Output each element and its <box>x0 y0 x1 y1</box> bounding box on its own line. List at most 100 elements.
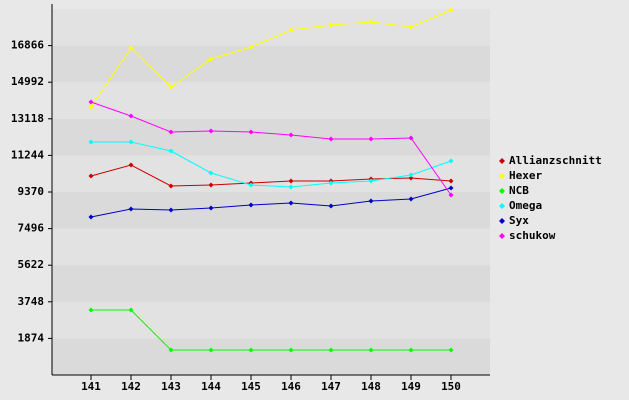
data-point <box>208 128 214 134</box>
data-point <box>168 207 174 213</box>
data-point <box>368 198 374 204</box>
y-tick-label: 16866 <box>11 39 44 52</box>
data-point <box>88 99 94 105</box>
x-tick-label: 149 <box>401 380 421 393</box>
data-point <box>208 205 214 211</box>
series-line <box>91 309 451 351</box>
data-point <box>248 347 254 353</box>
data-point <box>328 203 334 209</box>
x-tick-label: 145 <box>241 380 261 393</box>
data-point <box>88 104 94 110</box>
data-point <box>288 184 294 190</box>
data-point <box>448 347 454 353</box>
data-point <box>368 178 374 184</box>
legend-label: NCB <box>509 184 529 197</box>
data-point <box>88 139 94 145</box>
data-point <box>408 175 414 181</box>
data-point <box>408 24 414 30</box>
data-point <box>448 192 454 198</box>
data-point <box>288 27 294 33</box>
data-point <box>208 170 214 176</box>
x-tick-label: 144 <box>201 380 221 393</box>
legend-marker <box>499 233 505 239</box>
data-point <box>328 180 334 186</box>
data-point <box>368 19 374 25</box>
plot-band <box>52 265 490 302</box>
data-point <box>368 347 374 353</box>
data-point <box>368 136 374 142</box>
legend-label: Syx <box>509 214 529 227</box>
data-point <box>128 162 134 168</box>
plot-band <box>52 155 490 192</box>
data-point <box>448 7 454 13</box>
x-tick-label: 147 <box>321 380 341 393</box>
data-point <box>88 214 94 220</box>
legend-marker <box>499 173 505 179</box>
data-point <box>288 178 294 184</box>
data-point <box>248 182 254 188</box>
data-point <box>88 173 94 179</box>
series-line <box>90 9 452 108</box>
y-tick-label: 11244 <box>11 148 44 161</box>
x-tick-label: 150 <box>441 380 461 393</box>
legend-label: Allianzschnitt <box>509 154 602 167</box>
legend-marker <box>499 218 505 224</box>
y-tick-label: 1874 <box>18 331 45 344</box>
data-point <box>328 22 334 28</box>
data-point <box>448 178 454 184</box>
data-point <box>328 136 334 142</box>
series-line <box>90 101 452 196</box>
x-tick-label: 141 <box>81 380 101 393</box>
plot-band <box>52 9 490 46</box>
data-point <box>408 135 414 141</box>
data-point <box>328 347 334 353</box>
data-point <box>168 129 174 135</box>
y-tick-label: 7496 <box>18 222 45 235</box>
data-point <box>448 185 454 191</box>
plot-band <box>52 228 490 266</box>
x-tick-label: 143 <box>161 380 181 393</box>
series-line <box>91 141 452 188</box>
y-tick-label: 5622 <box>18 258 45 271</box>
plot-band <box>52 118 490 156</box>
data-point <box>408 347 414 353</box>
series-line <box>90 187 452 218</box>
y-tick-label: 13118 <box>11 112 44 125</box>
data-point <box>208 182 214 188</box>
x-tick-label: 146 <box>281 380 301 393</box>
plot-band <box>52 301 490 339</box>
legend-marker <box>499 203 505 209</box>
legend-label: Omega <box>509 199 542 212</box>
data-point <box>248 129 254 135</box>
data-point <box>408 172 414 178</box>
data-point <box>448 158 454 164</box>
legend-marker <box>499 158 505 164</box>
data-point <box>88 307 94 313</box>
legend-marker <box>499 188 505 194</box>
data-point <box>288 200 294 206</box>
data-point <box>128 307 134 313</box>
data-point <box>128 113 134 119</box>
data-point <box>288 132 294 138</box>
data-point <box>408 196 414 202</box>
plot-band <box>52 192 490 229</box>
data-point <box>208 347 214 353</box>
x-tick-label: 148 <box>361 380 381 393</box>
legend-label: schukow <box>509 229 556 242</box>
data-point <box>168 347 174 353</box>
y-tick-label: 14992 <box>11 75 44 88</box>
plot-band <box>52 338 490 375</box>
data-point <box>168 183 174 189</box>
y-tick-label: 3748 <box>18 295 45 308</box>
data-point <box>168 84 174 90</box>
x-tick-label: 142 <box>121 380 141 393</box>
data-point <box>128 139 134 145</box>
data-point <box>248 44 254 50</box>
data-point <box>248 202 254 208</box>
data-point <box>208 56 214 62</box>
legend-label: Hexer <box>509 169 542 182</box>
data-point <box>288 347 294 353</box>
data-point <box>128 206 134 212</box>
plot-band <box>52 82 490 119</box>
